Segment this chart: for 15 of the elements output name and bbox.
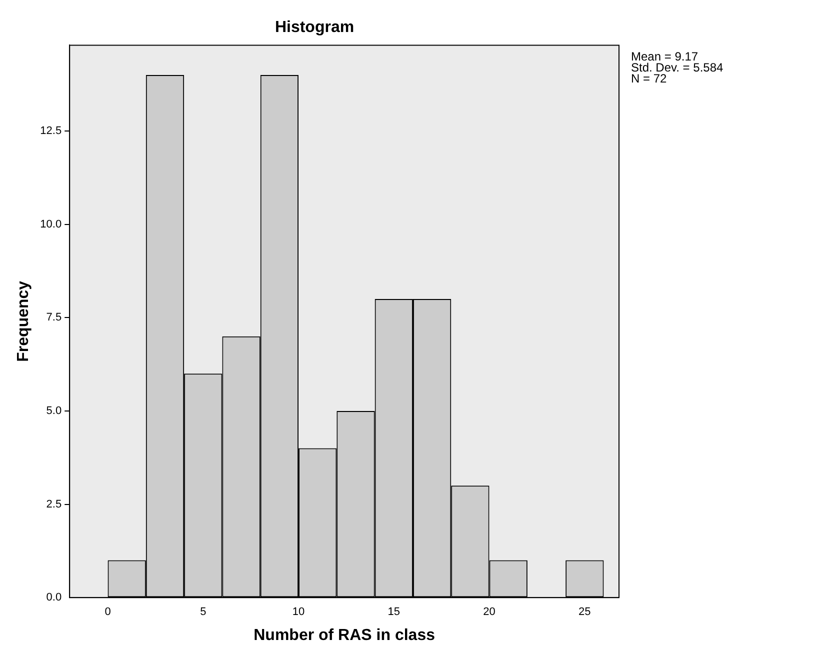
y-axis-title: Frequency — [15, 280, 32, 362]
x-axis-title: Number of RAS in class — [254, 626, 436, 644]
x-tick-label: 10 — [292, 606, 305, 618]
x-tick-label: 15 — [388, 606, 400, 618]
x-tick-label: 5 — [200, 606, 206, 618]
y-tick-label: 5.0 — [46, 405, 62, 418]
x-tick-label: 20 — [483, 606, 496, 618]
y-tick-label: 0.0 — [46, 592, 62, 604]
y-tick-label: 2.5 — [46, 498, 62, 510]
x-tick-label: 25 — [578, 606, 591, 618]
y-tick-label: 7.5 — [46, 312, 62, 324]
chart-title: Histogram — [274, 19, 354, 36]
y-tick-label: 12.5 — [40, 125, 62, 138]
x-tick-label: 0 — [104, 606, 111, 618]
y-tick-label: 10.0 — [40, 218, 62, 230]
